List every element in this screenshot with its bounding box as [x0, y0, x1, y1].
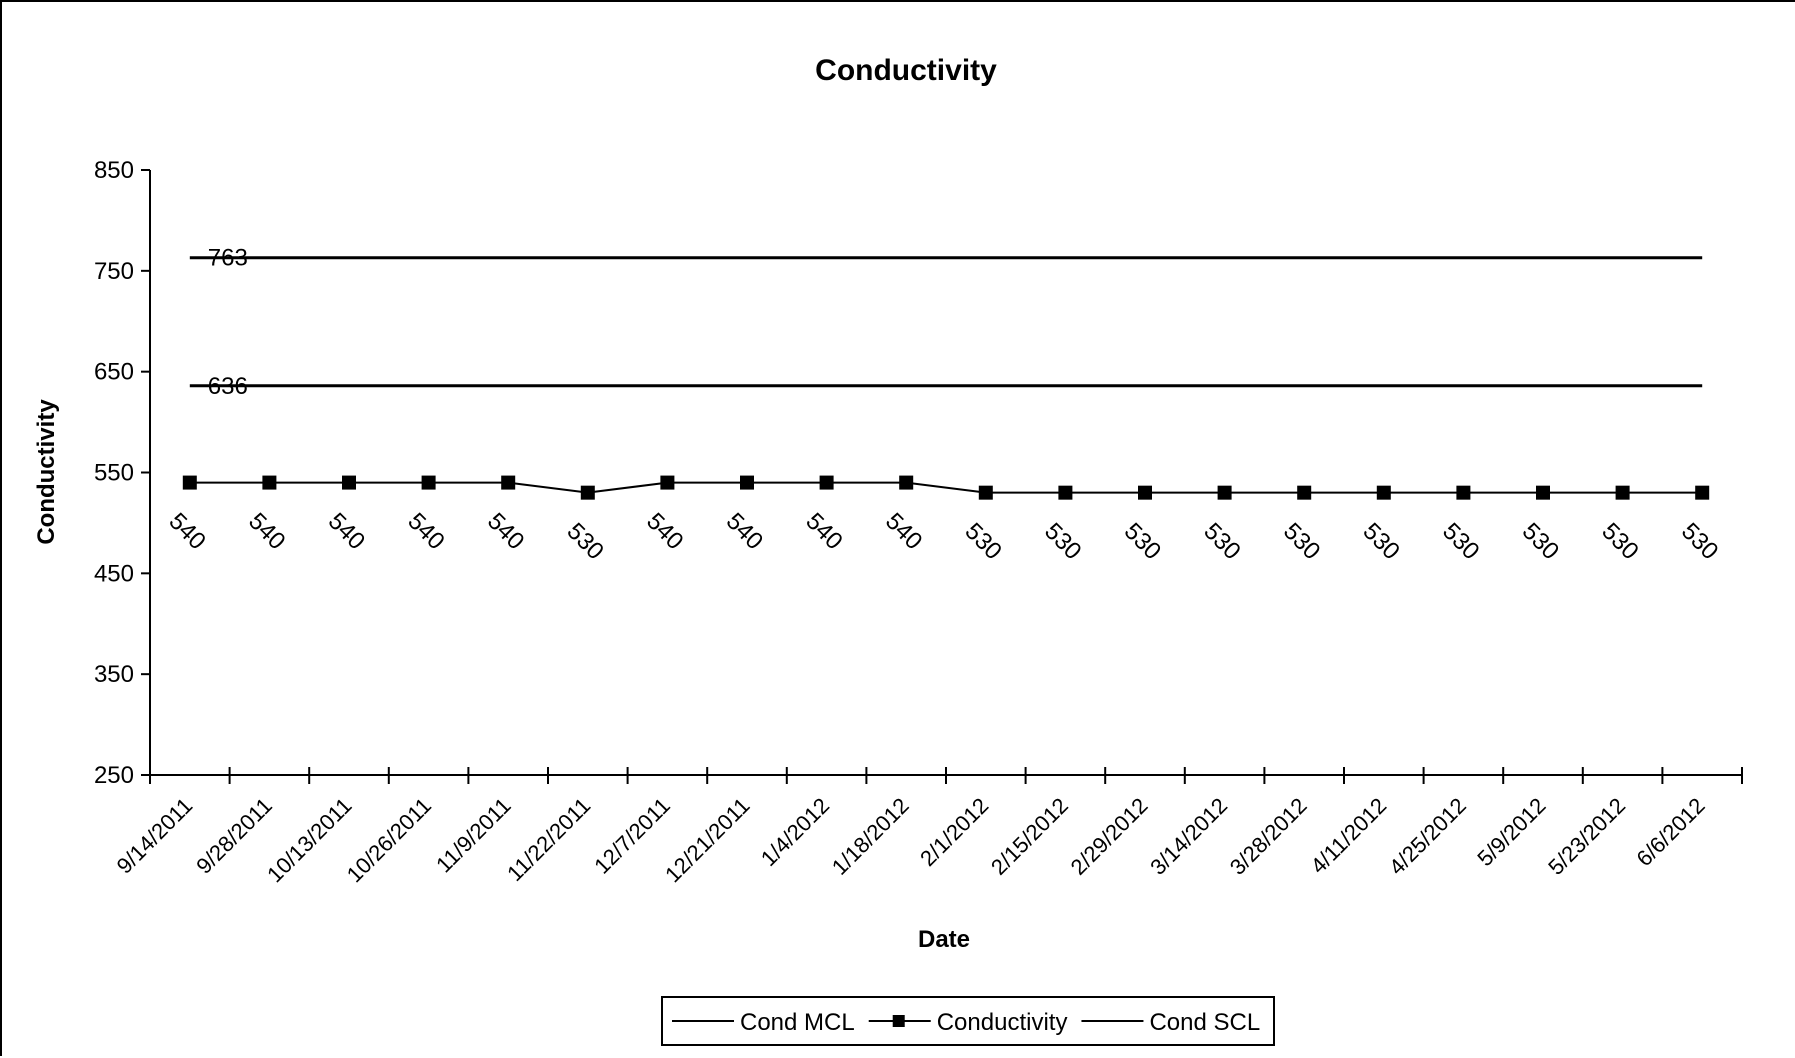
x-tick-label: 1/18/2012: [827, 793, 914, 880]
legend-marker: [892, 1015, 905, 1027]
data-point: [1615, 485, 1630, 500]
chart-title: Conductivity: [815, 54, 997, 87]
legend-entry: Cond SCL: [1149, 1009, 1260, 1036]
data-label: 530: [1358, 518, 1405, 565]
data-point: [501, 475, 516, 490]
x-tick-label: 10/26/2011: [342, 793, 436, 887]
data-point: [1695, 485, 1710, 500]
data-label: 540: [243, 508, 290, 555]
data-point: [262, 475, 277, 490]
x-tick-label: 2/1/2012: [915, 793, 993, 871]
data-label: 540: [402, 508, 449, 555]
data-label: 540: [800, 508, 847, 555]
data-label: 530: [1278, 518, 1325, 565]
legend-entry: Cond MCL: [740, 1009, 855, 1036]
data-point: [1297, 485, 1312, 500]
y-axis-title: Conductivity: [33, 399, 60, 545]
legend-box: [661, 996, 1275, 1046]
legend: Cond MCL Conductivity Cond SCL: [661, 996, 1275, 1046]
data-point: [421, 475, 436, 490]
x-tick-label: 3/14/2012: [1145, 793, 1232, 880]
data-point: [1217, 485, 1232, 500]
x-axis-title: Date: [918, 926, 970, 953]
data-label: 540: [164, 508, 211, 555]
x-tick-label: 3/28/2012: [1225, 793, 1312, 880]
data-point: [819, 475, 834, 490]
x-tick-label: 4/25/2012: [1384, 793, 1471, 880]
x-tick-label: 2/15/2012: [986, 793, 1073, 880]
y-tick-label: 450: [94, 560, 134, 587]
data-point: [342, 475, 356, 490]
data-point: [899, 475, 914, 490]
y-tick-label: 750: [94, 258, 134, 285]
data-point: [1058, 485, 1073, 500]
y-tick-label: 850: [94, 157, 134, 184]
data-label: 530: [1596, 518, 1643, 565]
data-point: [182, 475, 197, 490]
x-tick-label: 9/14/2011: [112, 793, 198, 879]
y-tick-label: 650: [94, 359, 134, 386]
reference-label-cond-mcl: 763: [208, 245, 248, 272]
data-point: [1138, 485, 1152, 500]
x-tick-label: 4/11/2012: [1306, 793, 1392, 879]
x-tick-label: 6/6/2012: [1632, 793, 1710, 871]
reference-label-cond-scl: 636: [208, 373, 248, 400]
data-label: 530: [1517, 518, 1564, 565]
x-tick-label: 11/22/2011: [502, 793, 595, 886]
data-point: [1536, 485, 1550, 500]
data-label: 530: [1437, 518, 1484, 565]
data-label: 540: [323, 508, 370, 555]
x-tick-label: 11/9/2011: [431, 793, 516, 878]
data-point: [978, 485, 993, 500]
x-tick-label: 12/21/2011: [660, 793, 754, 887]
data-label: 530: [1676, 518, 1723, 565]
y-tick-label: 350: [94, 661, 134, 688]
data-point: [740, 475, 754, 490]
x-tick-label: 5/9/2012: [1472, 793, 1550, 871]
x-tick-label: 5/23/2012: [1543, 793, 1630, 880]
data-label: 530: [960, 518, 1007, 565]
x-tick-label: 9/28/2011: [191, 793, 277, 879]
data-label: 530: [1119, 518, 1166, 565]
data-label: 540: [880, 508, 927, 555]
data-point: [660, 475, 675, 490]
series-layer: 763 540 540 540 540 540 530 540 540 540 540 530 530 5…: [164, 245, 1724, 566]
data-label: 540: [482, 508, 529, 555]
data-label: 530: [1039, 518, 1086, 565]
x-tick-label: 2/29/2012: [1066, 793, 1153, 880]
data-label: 530: [562, 518, 609, 565]
data-label: 530: [1198, 518, 1245, 565]
data-label: 540: [721, 508, 768, 555]
legend-entry: Conductivity: [937, 1009, 1068, 1036]
data-point: [1376, 485, 1391, 500]
x-tick-label: 12/7/2011: [589, 793, 675, 879]
data-point: [1456, 485, 1471, 500]
series-line-conductivity: [189, 481, 1703, 494]
data-label: 540: [641, 508, 688, 555]
data-point: [580, 485, 595, 500]
x-tick-label: 1/4/2012: [756, 793, 834, 871]
y-tick-label: 250: [94, 762, 134, 789]
x-tick-label: 10/13/2011: [262, 793, 356, 887]
y-tick-label: 550: [94, 460, 134, 487]
